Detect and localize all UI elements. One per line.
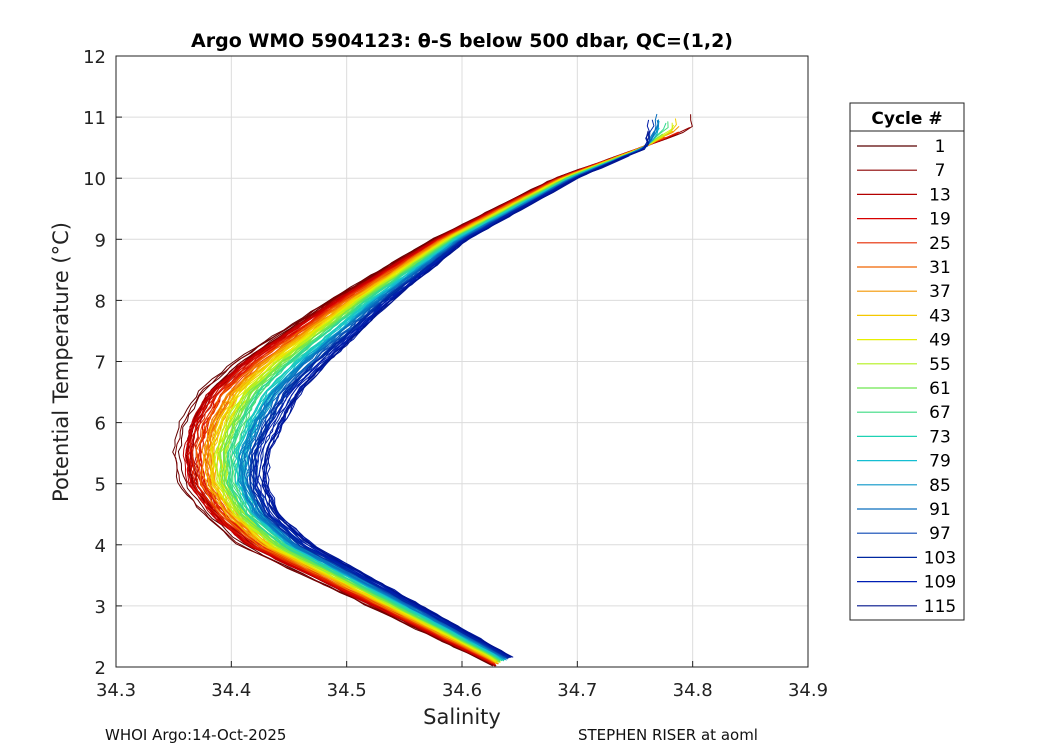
profile-curve xyxy=(253,145,649,660)
legend-entry-label: 79 xyxy=(929,452,951,472)
profile-curve xyxy=(226,122,667,662)
chart-title: Argo WMO 5904123: θ-S below 500 dbar, QC… xyxy=(191,30,733,52)
legend-entry-label: 115 xyxy=(924,597,956,617)
profile-curve xyxy=(242,151,635,660)
profile-curve xyxy=(213,191,539,663)
y-tick-label: 9 xyxy=(95,230,106,251)
legend-entry-label: 31 xyxy=(929,258,951,278)
profile-curve xyxy=(250,191,551,657)
profile-curve xyxy=(211,130,674,664)
profile-curve xyxy=(195,192,532,664)
profile-curve xyxy=(208,154,624,663)
y-tick-label: 5 xyxy=(95,475,106,496)
legend-entry-label: 97 xyxy=(929,524,951,544)
x-axis-label: Salinity xyxy=(423,705,501,729)
profile-curve xyxy=(245,127,660,661)
legend-entry-label: 1 xyxy=(935,137,946,157)
profile-curve xyxy=(240,163,607,660)
y-tick-label: 11 xyxy=(83,108,106,129)
profile-curve xyxy=(248,155,626,657)
profile-curve xyxy=(218,159,613,662)
x-tick-label: 34.9 xyxy=(788,680,828,701)
legend-entry-label: 61 xyxy=(929,379,951,399)
y-tick-label: 10 xyxy=(83,169,106,190)
x-tick-label: 34.3 xyxy=(96,680,136,701)
x-tick-label: 34.8 xyxy=(673,680,713,701)
y-tick-label: 4 xyxy=(95,536,106,557)
profile-curve xyxy=(265,155,630,658)
profile-curve xyxy=(187,149,636,664)
x-tick-label: 34.4 xyxy=(211,680,251,701)
profile-curve xyxy=(215,201,521,661)
y-tick-label: 8 xyxy=(95,291,106,312)
footer-pi-dac: STEPHEN RISER at aoml xyxy=(578,726,758,744)
profile-curve xyxy=(243,127,660,660)
legend-entry-label: 91 xyxy=(929,500,951,520)
profile-curve xyxy=(248,155,626,658)
y-tick-label: 7 xyxy=(95,353,106,374)
legend-items: 1 7 13 19 25 31 37 43 49 55 61 67 73 79 85 91 97 103 109 11… xyxy=(857,137,956,617)
profile-curve xyxy=(240,144,648,659)
profile-curve xyxy=(221,147,643,662)
legend-entry-label: 49 xyxy=(929,331,951,351)
y-tick-label: 12 xyxy=(83,47,106,68)
legend-entry-label: 13 xyxy=(929,185,951,205)
x-tick-label: 34.6 xyxy=(442,680,482,701)
theta-s-profiles xyxy=(172,113,693,667)
legend: Cycle # 1 7 13 19 25 31 37 43 49 55 61 67 73 79 85 91 97… xyxy=(849,102,965,621)
y-tick-label: 6 xyxy=(95,414,106,435)
legend-entry-label: 85 xyxy=(929,476,951,496)
profile-curve xyxy=(186,140,661,667)
profile-curve xyxy=(248,156,625,659)
profile-curve xyxy=(227,170,587,660)
profile-curve xyxy=(198,137,666,664)
legend-entry-label: 103 xyxy=(924,548,956,568)
profile-curve xyxy=(216,148,641,663)
grid-lines xyxy=(116,56,808,667)
legend-entry-label: 25 xyxy=(929,234,951,254)
legend-title: Cycle # xyxy=(871,109,942,129)
legend-entry-label: 55 xyxy=(929,355,951,375)
y-tick-label: 3 xyxy=(95,597,106,618)
x-tick-label: 34.7 xyxy=(557,680,597,701)
profile-curve xyxy=(244,152,631,661)
profile-curve xyxy=(237,162,609,659)
legend-entry-label: 43 xyxy=(929,306,951,326)
legend-entry-label: 109 xyxy=(924,573,956,593)
y-tick-label: 2 xyxy=(95,658,106,679)
y-axis-ticks: 2 3 4 5 6 7 8 9 10 11 12 xyxy=(83,47,122,679)
profile-curve xyxy=(261,130,649,657)
legend-entry-label: 67 xyxy=(929,403,951,423)
profile-curve xyxy=(204,136,665,663)
legend-entry-label: 19 xyxy=(929,210,951,230)
y-axis-label: Potential Temperature (°C) xyxy=(49,222,73,502)
legend-box xyxy=(849,102,965,621)
profile-curve xyxy=(246,138,653,659)
profile-curve xyxy=(226,146,646,662)
legend-entry-label: 7 xyxy=(935,161,946,181)
x-tick-label: 34.5 xyxy=(327,680,367,701)
profile-curve xyxy=(207,148,640,663)
profile-curve xyxy=(242,187,551,659)
profile-curve xyxy=(230,121,669,660)
footer-credit-date: WHOI Argo:14-Oct-2025 xyxy=(105,726,287,744)
x-axis-ticks: 34.3 34.4 34.5 34.6 34.7 34.8 34.9 xyxy=(96,661,828,701)
legend-entry-label: 73 xyxy=(929,427,951,447)
profile-curve xyxy=(224,124,674,663)
legend-entry-label: 37 xyxy=(929,282,951,302)
profile-curve xyxy=(206,137,664,664)
